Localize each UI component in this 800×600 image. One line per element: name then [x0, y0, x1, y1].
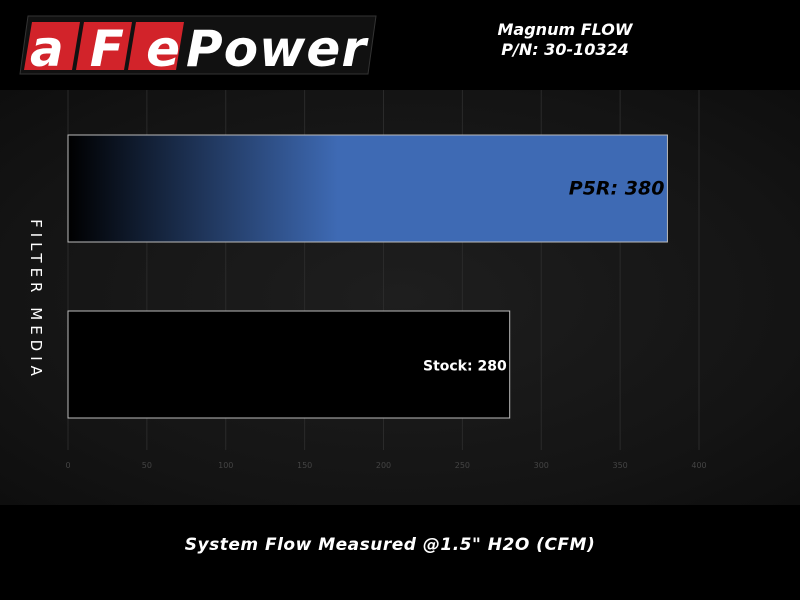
- product-title: Magnum FLOW P/N: 30-10324: [440, 20, 690, 60]
- x-tick-label: 0: [65, 461, 70, 470]
- bar-p5r: [67, 134, 668, 243]
- footer: System Flow Measured @1.5" H2O (CFM): [0, 505, 800, 600]
- bar-stock: [67, 310, 511, 419]
- x-tick-label: 300: [534, 461, 549, 470]
- x-tick-label: 50: [142, 461, 152, 470]
- x-axis-label: System Flow Measured @1.5" H2O (CFM): [184, 535, 596, 555]
- part-number: P/N: 30-10324: [501, 40, 629, 59]
- afe-power-logo: aFe Power: [19, 15, 377, 76]
- data-label: Stock: 280: [423, 359, 507, 375]
- logo-afe-text: aFe: [30, 20, 180, 76]
- x-tick-label: 250: [455, 461, 470, 470]
- logo-power-text: Power: [186, 20, 369, 76]
- x-tick-label: 200: [376, 461, 391, 470]
- y-axis-label: FILTER MEDIA: [27, 219, 45, 381]
- x-tick-label: 350: [612, 461, 627, 470]
- product-name: Magnum FLOW: [497, 20, 633, 39]
- x-tick-label: 100: [218, 461, 233, 470]
- header: aFe Power Magnum FLOW P/N: 30-10324: [0, 0, 800, 90]
- data-label: P5R: 380: [569, 178, 665, 200]
- x-tick-label: 400: [691, 461, 706, 470]
- x-tick-label: 150: [297, 461, 312, 470]
